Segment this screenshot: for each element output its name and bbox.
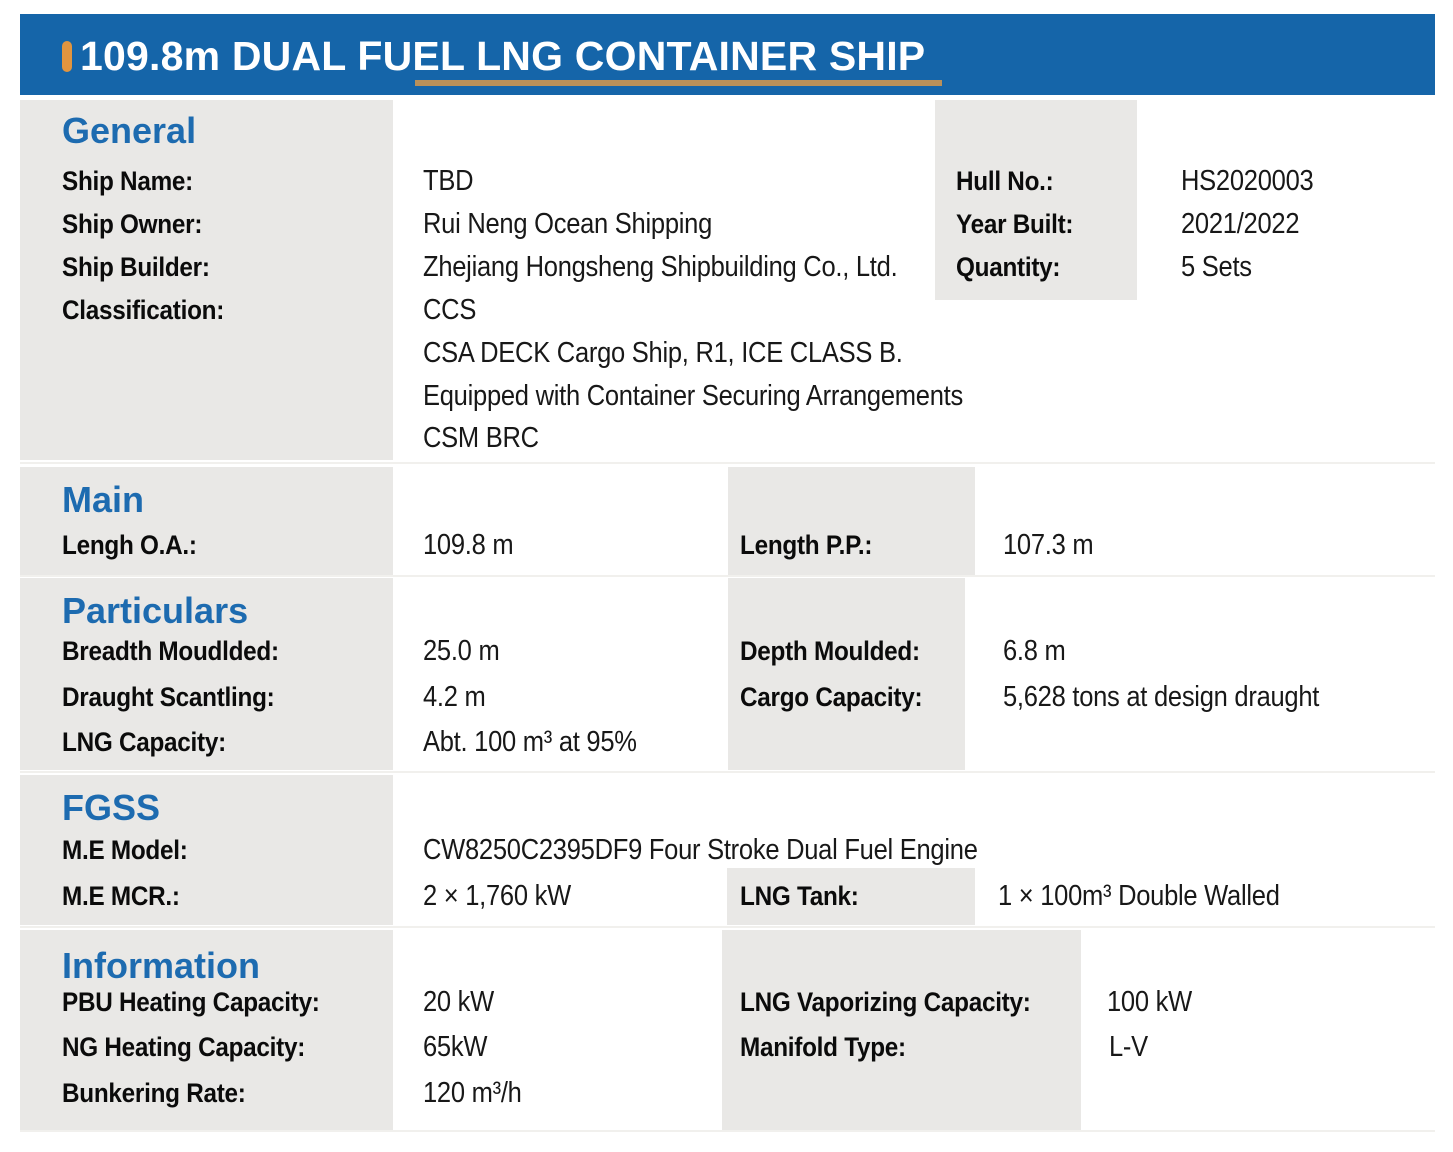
me-mcr-value: 2 × 1,760 kW [423, 880, 571, 912]
particulars-heading: Particulars [62, 590, 249, 631]
page-title: 109.8m DUAL FUEL LNG CONTAINER SHIP [80, 33, 926, 79]
pbu-heating-capacity-row: PBU Heating Capacity: 20 kW LNG Vaporizi… [20, 980, 1435, 1024]
ng-heating-capacity-label: NG Heating Capacity: [62, 1032, 306, 1062]
ship-name-row: Ship Name: TBD [20, 159, 1435, 203]
length-oa-row: Lengh O.A.: 109.8 m Length P.P.: 107.3 m [20, 523, 1435, 567]
ship-builder-row: Ship Builder: Zhejiang Hongsheng Shipbui… [20, 245, 1435, 289]
bunkering-rate-label: Bunkering Rate: [62, 1078, 246, 1108]
hull-no-row: Hull No.: HS2020003 [20, 159, 1435, 203]
section-divider [20, 771, 1435, 773]
section-particulars: Particulars Breadth Moudlded: 25.0 m Dep… [20, 578, 1435, 770]
pbu-heating-capacity-label: PBU Heating Capacity: [62, 987, 320, 1017]
draught-scantling-label: Draught Scantling: [62, 682, 275, 712]
section-divider [20, 462, 1435, 464]
particulars-right-label-bg [728, 578, 965, 770]
me-mcr-label: M.E MCR.: [62, 881, 180, 911]
fgss-right-label-bg [727, 868, 975, 925]
general-right-label-bg [935, 100, 1137, 300]
classification-row-line3: Equipped with Container Securing Arrange… [20, 374, 1435, 418]
bunkering-rate-value: 120 m³/h [423, 1077, 522, 1109]
cargo-capacity-value: 5,628 tons at design draught [1003, 681, 1320, 713]
lng-capacity-row: LNG Capacity: Abt. 100 m³ at 95% [20, 720, 1435, 764]
classification-value: CCS [423, 294, 477, 326]
section-main: Main Lengh O.A.: 109.8 m Length P.P.: 10… [20, 467, 1435, 575]
lng-capacity-label: LNG Capacity: [62, 727, 226, 757]
length-pp-value: 107.3 m [1003, 529, 1094, 561]
ship-builder-label: Ship Builder: [62, 252, 210, 282]
manifold-type-value: L-V [1109, 1031, 1148, 1063]
ship-name-value: TBD [423, 165, 474, 197]
length-pp-label: Length P.P.: [740, 530, 873, 560]
breadth-moulded-label: Breadth Moudlded: [62, 636, 279, 666]
length-oa-label: Lengh O.A.: [62, 530, 197, 560]
hull-no-value: HS2020003 [1181, 165, 1314, 197]
me-mcr-row: M.E MCR.: 2 × 1,760 kW LNG Tank: 1 × 100… [20, 874, 1435, 918]
lng-vaporizing-capacity-value: 100 kW [1107, 986, 1192, 1018]
classification-value-line4: CSM BRC [423, 422, 539, 454]
pbu-heating-capacity-value: 20 kW [423, 986, 495, 1018]
lng-tank-value: 1 × 100m³ Double Walled [998, 880, 1280, 912]
ng-heating-capacity-row: NG Heating Capacity: 65kW Manifold Type:… [20, 1025, 1435, 1069]
ng-heating-capacity-value: 65kW [423, 1031, 488, 1063]
ship-name-label: Ship Name: [62, 166, 193, 196]
depth-moulded-value: 6.8 m [1003, 635, 1066, 667]
fgss-label-column-bg [20, 775, 393, 925]
main-right-label-bg [728, 467, 975, 575]
breadth-moulded-row: Breadth Moudlded: 25.0 m Depth Moulded: … [20, 629, 1435, 673]
year-built-value: 2021/2022 [1181, 208, 1300, 240]
section-divider [20, 926, 1435, 928]
me-model-value: CW8250C2395DF9 Four Stroke Dual Fuel Eng… [423, 834, 978, 866]
ship-owner-label: Ship Owner: [62, 209, 203, 239]
me-model-row: M.E Model: CW8250C2395DF9 Four Stroke Du… [20, 828, 1435, 872]
lng-vaporizing-capacity-label: LNG Vaporizing Capacity: [740, 987, 1031, 1017]
section-divider [20, 575, 1435, 577]
ship-owner-row: Ship Owner: Rui Neng Ocean Shipping [20, 202, 1435, 246]
main-label-column-bg [20, 467, 393, 575]
general-label-column-bg [20, 100, 393, 460]
length-oa-value: 109.8 m [423, 529, 514, 561]
bunkering-rate-row: Bunkering Rate: 120 m³/h [20, 1071, 1435, 1115]
general-heading: General [62, 110, 197, 151]
information-right-label-bg [722, 930, 1081, 1130]
information-heading: Information [62, 945, 260, 986]
main-heading: Main [62, 479, 145, 520]
depth-moulded-label: Depth Moulded: [740, 636, 920, 666]
title-accent-bar [62, 41, 72, 72]
year-built-row: Year Built: 2021/2022 [20, 202, 1435, 246]
classification-label: Classification: [62, 295, 225, 325]
particulars-label-column-bg [20, 578, 393, 770]
cargo-capacity-label: Cargo Capacity: [740, 682, 923, 712]
section-fgss: FGSS M.E Model: CW8250C2395DF9 Four Stro… [20, 775, 1435, 925]
information-label-column-bg [20, 930, 393, 1130]
quantity-label: Quantity: [956, 252, 1061, 282]
section-divider [20, 1130, 1435, 1132]
title-underline [415, 80, 942, 86]
classification-value-line3: Equipped with Container Securing Arrange… [423, 380, 963, 412]
breadth-moulded-value: 25.0 m [423, 635, 500, 667]
draught-scantling-value: 4.2 m [423, 681, 486, 713]
title-bar: 109.8m DUAL FUEL LNG CONTAINER SHIP [20, 14, 1435, 95]
draught-scantling-row: Draught Scantling: 4.2 m Cargo Capacity:… [20, 675, 1435, 719]
lng-capacity-value: Abt. 100 m³ at 95% [423, 726, 637, 758]
hull-no-label: Hull No.: [956, 166, 1054, 196]
classification-value-line2: CSA DECK Cargo Ship, R1, ICE CLASS B. [423, 337, 903, 369]
quantity-row: Quantity: 5 Sets [20, 245, 1435, 289]
section-general: General Ship Name: TBD Ship Owner: Rui N… [20, 100, 1435, 460]
classification-row: Classification: CCS [20, 288, 1435, 332]
classification-row-line4: CSM BRC [20, 416, 1435, 460]
lng-tank-label: LNG Tank: [740, 881, 859, 911]
year-built-label: Year Built: [956, 209, 1074, 239]
manifold-type-label: Manifold Type: [740, 1032, 906, 1062]
me-model-label: M.E Model: [62, 835, 188, 865]
ship-owner-value: Rui Neng Ocean Shipping [423, 208, 713, 240]
section-information: Information PBU Heating Capacity: 20 kW … [20, 930, 1435, 1130]
ship-builder-value: Zhejiang Hongsheng Shipbuilding Co., Ltd… [423, 251, 898, 283]
classification-row-line2: CSA DECK Cargo Ship, R1, ICE CLASS B. [20, 331, 1435, 375]
quantity-value: 5 Sets [1181, 251, 1252, 283]
fgss-heading: FGSS [62, 787, 161, 828]
